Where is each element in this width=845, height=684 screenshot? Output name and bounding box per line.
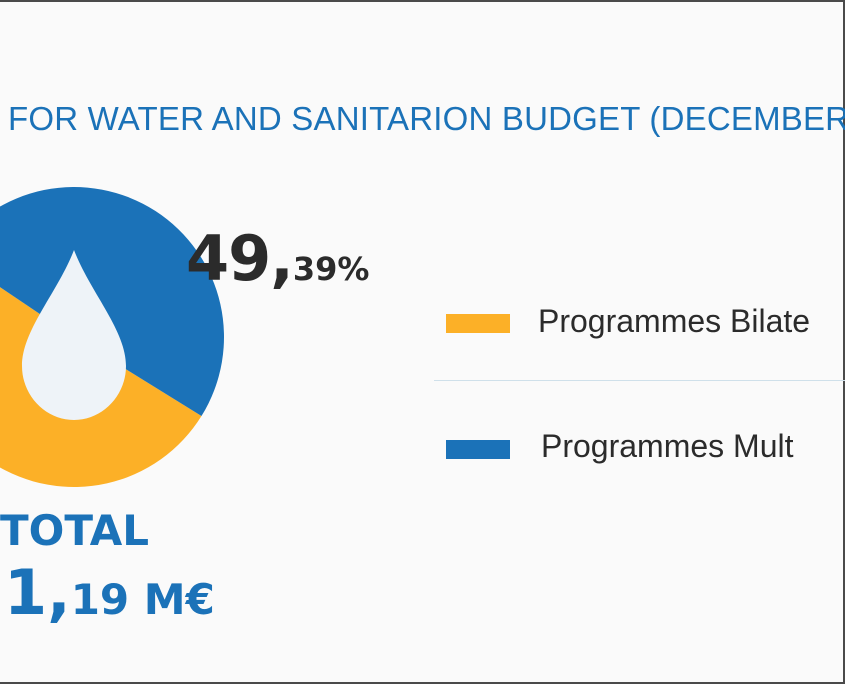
- legend-swatch-bilateral: [446, 314, 510, 333]
- total-value-decimal: 19 M€: [70, 575, 215, 624]
- legend-divider: [434, 380, 845, 381]
- total-value-integer: 1,: [4, 556, 71, 629]
- multilateral-percent-label: 49,39%: [186, 222, 369, 295]
- legend-label-bilateral: Programmes Bilate: [538, 303, 811, 339]
- pie-slice-multilateral: [0, 187, 224, 417]
- chart-title: FOR WATER AND SANITARION BUDGET (DECEMBE…: [8, 100, 845, 137]
- total-label: TOTAL: [0, 506, 150, 555]
- percent-integer: 49,: [186, 222, 294, 295]
- total-value: 1,19 M€: [4, 556, 215, 629]
- legend-swatch-multilateral: [446, 440, 510, 459]
- percent-decimal: 39%: [292, 250, 370, 288]
- legend-label-multilateral: Programmes Mult: [541, 428, 794, 464]
- water-drop-icon: [22, 250, 126, 420]
